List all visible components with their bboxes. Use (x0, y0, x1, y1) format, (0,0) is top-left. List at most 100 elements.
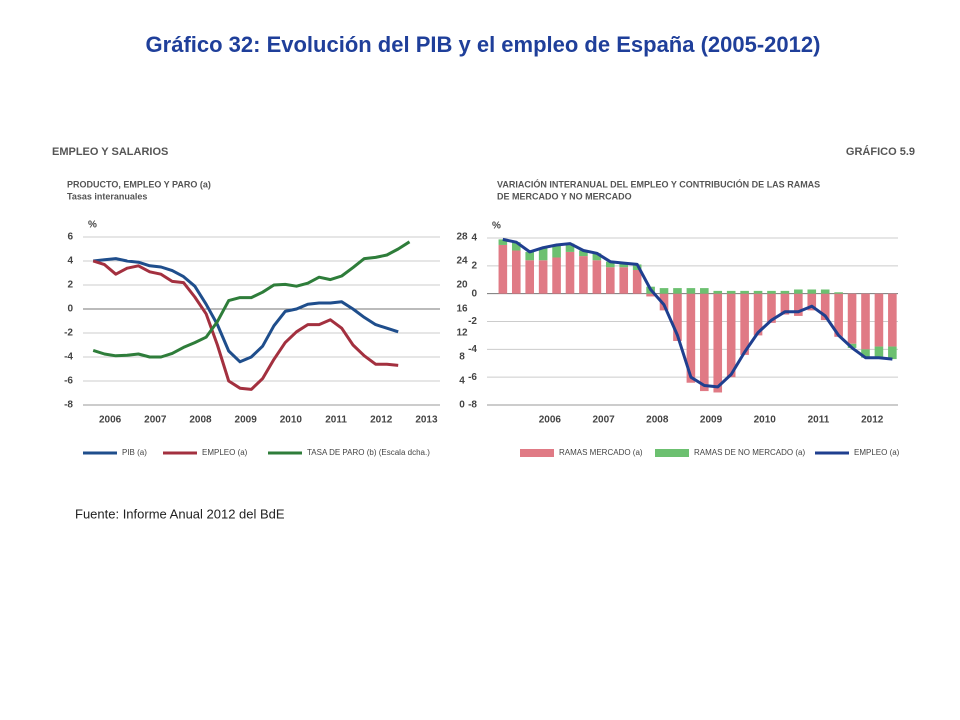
bar-segment (592, 253, 602, 261)
legend-label: TASA DE PARO (b) (Escala dcha.) (307, 448, 430, 457)
bar-segment (834, 292, 843, 294)
bar-segment (874, 346, 884, 358)
bar-segment (673, 288, 682, 294)
bar-segment (498, 244, 508, 294)
legend-label: EMPLEO (a) (202, 448, 248, 457)
series-line (93, 257, 399, 364)
bar-segment (606, 261, 615, 268)
bar-segment (511, 242, 521, 251)
bar-segment (565, 243, 575, 252)
y-tick-label: -2 (468, 316, 477, 327)
bar-segment (794, 293, 803, 316)
y2-tick-label: 20 (456, 280, 468, 291)
x-tick-label: 2008 (646, 415, 669, 426)
x-tick-label: 2006 (539, 415, 562, 426)
x-tick-label: 2006 (99, 415, 122, 426)
y-axis-unit: % (88, 220, 97, 231)
bar-segment (565, 251, 575, 294)
y-tick-label: -6 (468, 372, 477, 383)
legend-label: RAMAS DE NO MERCADO (a) (694, 448, 805, 457)
bar-segment (552, 257, 561, 294)
bar-segment (713, 290, 723, 294)
x-tick-label: 2012 (370, 415, 393, 426)
y2-tick-label: 4 (459, 376, 465, 387)
figure-number: GRÁFICO 5.9 (846, 145, 915, 158)
y2-tick-label: 16 (456, 304, 468, 315)
y-tick-label: 2 (471, 260, 477, 271)
x-tick-label: 2007 (592, 415, 615, 426)
bar-segment (619, 267, 629, 294)
bar-segment (525, 260, 535, 294)
bar-segment (753, 290, 763, 294)
bar-segment (552, 244, 561, 258)
y2-tick-label: 8 (459, 352, 465, 363)
bar-segment (834, 293, 843, 337)
y-tick-label: -8 (64, 400, 73, 411)
y2-tick-label: 28 (456, 232, 468, 243)
bar-segment (861, 349, 870, 358)
x-tick-label: 2009 (700, 415, 723, 426)
series-line (502, 237, 893, 389)
bar-segment (606, 267, 615, 294)
section-header: EMPLEO Y SALARIOS (52, 146, 168, 158)
legend-swatch (655, 449, 689, 457)
bar-segment (646, 293, 655, 297)
bar-segment (659, 288, 669, 294)
bar-segment (619, 263, 629, 268)
series-line (92, 259, 399, 391)
bar-segment (767, 293, 776, 323)
bar-segment (794, 289, 803, 294)
bar-segment (579, 256, 588, 294)
x-tick-label: 2007 (144, 415, 167, 426)
bar-segment (686, 293, 696, 383)
x-tick-label: 2010 (754, 415, 777, 426)
bar-segment (807, 293, 817, 311)
x-tick-label: 2011 (808, 415, 830, 426)
y-tick-label: -4 (64, 352, 73, 363)
bar-segment (498, 239, 508, 245)
bar-segment (673, 293, 682, 341)
y-tick-label: 0 (67, 304, 73, 315)
bar-segment (511, 250, 521, 294)
bar-segment (592, 260, 602, 294)
slide-title: Gráfico 32: Evolución del PIB y el emple… (146, 32, 821, 57)
y-tick-label: 4 (471, 233, 477, 244)
bar-segment (847, 293, 857, 344)
x-tick-label: 2013 (415, 415, 438, 426)
bar-segment (579, 250, 588, 257)
bar-segment (780, 293, 790, 315)
bar-segment (820, 289, 830, 294)
x-tick-label: 2010 (280, 415, 303, 426)
bar-segment (700, 293, 709, 392)
chart-title: DE MERCADO Y NO MERCADO (497, 191, 632, 201)
bar-segment (740, 293, 749, 355)
legend-swatch (520, 449, 554, 457)
bar-segment (525, 251, 535, 261)
bar-segment (686, 288, 696, 294)
bar-segment (740, 290, 749, 294)
bar-segment (713, 293, 723, 393)
bar-segment (820, 293, 830, 321)
y2-tick-label: 12 (456, 328, 468, 339)
bar-segment (874, 293, 884, 347)
y2-tick-label: 0 (459, 400, 465, 411)
legend-label: RAMAS MERCADO (a) (559, 448, 643, 457)
bar-segment (700, 288, 709, 294)
y-tick-label: -2 (64, 328, 73, 339)
x-tick-label: 2012 (861, 415, 884, 426)
bar-segment (888, 346, 897, 360)
y-tick-label: 0 (471, 288, 477, 299)
chart-title: PRODUCTO, EMPLEO Y PARO (a) (67, 179, 211, 189)
bar-segment (726, 293, 736, 378)
series-line (92, 240, 411, 359)
y-tick-label: -6 (64, 376, 73, 387)
bar-segment (632, 270, 642, 294)
y-tick-label: 2 (67, 280, 73, 291)
bar-segment (538, 260, 548, 294)
bar-segment (888, 293, 897, 347)
chart-title: VARIACIÓN INTERANUAL DEL EMPLEO Y CONTRI… (497, 178, 820, 189)
bar-segment (538, 247, 548, 261)
bar-segment (861, 293, 870, 350)
